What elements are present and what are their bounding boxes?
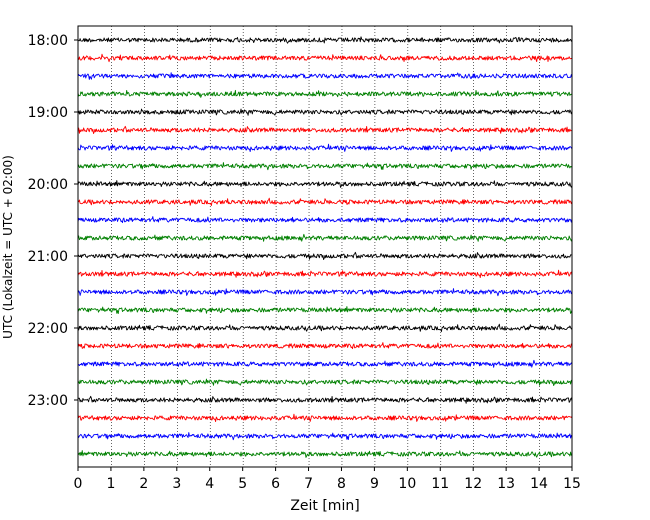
seismic-trace <box>77 36 573 44</box>
x-axis-label: Zeit [min] <box>290 498 359 514</box>
seismic-trace <box>77 72 573 80</box>
x-tick-label: 0 <box>74 476 83 492</box>
seismic-trace <box>77 323 573 332</box>
seismic-trace <box>77 251 573 260</box>
trace-group <box>77 36 573 458</box>
x-tick-label: 9 <box>370 476 379 492</box>
x-tick-label: 11 <box>431 476 449 492</box>
seismic-trace <box>77 180 573 188</box>
x-tick-label: 3 <box>172 476 181 492</box>
seismic-trace <box>77 197 573 206</box>
x-tick-label: 7 <box>304 476 313 492</box>
seismic-trace <box>77 216 573 224</box>
seismic-trace <box>77 108 573 116</box>
seismic-trace <box>77 395 573 404</box>
x-axis-ticks: 0 1 2 3 4 5 6 7 8 9 10 11 12 13 14 15 <box>74 467 581 492</box>
x-tick-label: 8 <box>337 476 346 492</box>
x-tick-label: 14 <box>530 476 548 492</box>
seismic-trace <box>77 288 573 297</box>
seismic-trace <box>77 125 573 134</box>
y-tick-label: 19:00 <box>28 105 68 121</box>
x-tick-label: 13 <box>497 476 515 492</box>
x-tick-label: 4 <box>205 476 214 492</box>
seismic-trace <box>77 306 573 315</box>
seismic-trace <box>77 53 573 63</box>
seismic-trace <box>77 143 573 153</box>
x-tick-label: 2 <box>139 476 148 492</box>
x-tick-label: 1 <box>106 476 115 492</box>
seismic-trace <box>77 450 573 458</box>
x-tick-label: 15 <box>563 476 581 492</box>
seismic-trace <box>77 378 573 386</box>
seismic-trace <box>77 89 573 98</box>
seismic-trace <box>77 342 573 350</box>
y-tick-label: 20:00 <box>28 177 68 193</box>
y-tick-label: 21:00 <box>28 249 68 265</box>
x-tick-label: 6 <box>271 476 280 492</box>
y-axis-label: UTC (Lokalzeit = UTC + 02:00) <box>1 155 15 339</box>
seismic-trace <box>77 162 573 171</box>
y-axis-ticks: 18:00 19:00 20:00 21:00 22:00 23:00 <box>28 33 78 409</box>
y-tick-label: 23:00 <box>28 393 68 409</box>
plot-frame <box>77 25 573 468</box>
seismic-trace <box>77 359 573 368</box>
y-tick-label: 18:00 <box>28 33 68 49</box>
x-tick-label: 5 <box>238 476 247 492</box>
seismic-trace <box>77 432 573 441</box>
seismic-trace <box>77 269 573 279</box>
y-tick-label: 22:00 <box>28 321 68 337</box>
x-tick-label: 12 <box>464 476 482 492</box>
seismic-trace <box>77 233 573 242</box>
seismic-trace <box>77 413 573 423</box>
x-tick-label: 10 <box>398 476 416 492</box>
